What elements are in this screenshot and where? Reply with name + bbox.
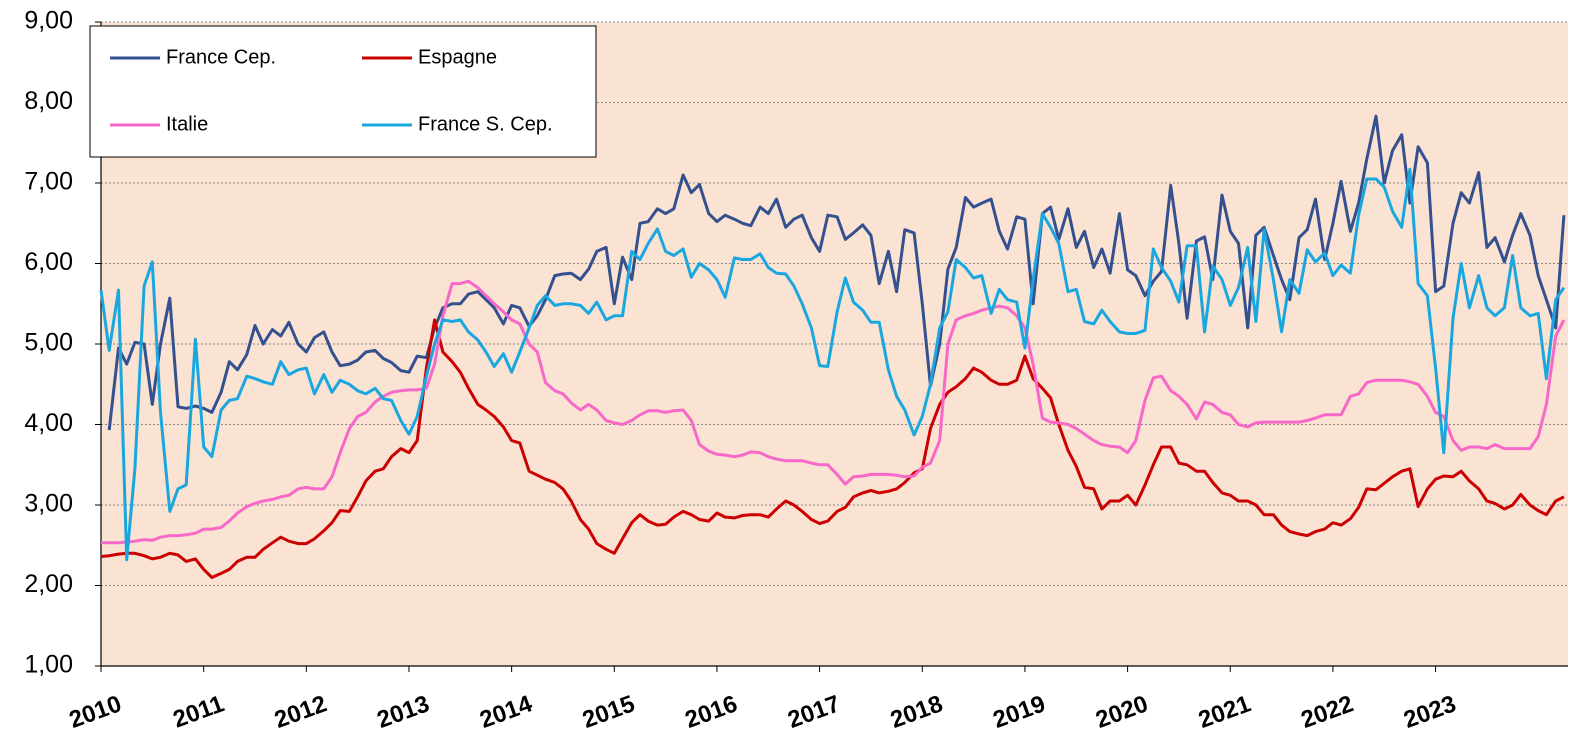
y-tick-label: 3,00 [24, 490, 73, 518]
x-tick-label: 2023 [1400, 690, 1459, 734]
x-tick-label: 2011 [170, 690, 228, 733]
x-tick-label: 2017 [784, 690, 843, 734]
x-tick-label: 2014 [476, 690, 536, 734]
legend-label: France Cep. [166, 46, 276, 68]
x-tick-label: 2010 [66, 690, 125, 734]
series-line [101, 279, 1566, 545]
y-tick-label: 1,00 [24, 651, 73, 679]
y-tick-label: 6,00 [24, 248, 73, 276]
x-tick-label: 2015 [579, 690, 638, 734]
x-tick-label: 2020 [1092, 690, 1151, 734]
x-tick-label: 2021 [1195, 690, 1254, 734]
legend-label: France S. Cep. [418, 113, 553, 135]
y-tick-label: 2,00 [24, 570, 73, 598]
legend: France Cep. Espagne Italie France S. Cep. [89, 25, 597, 158]
x-tick-label: 2013 [374, 690, 433, 734]
legend-label: Italie [166, 113, 208, 135]
series-line [99, 167, 1566, 562]
x-tick-label: 2022 [1298, 690, 1357, 734]
y-tick-label: 9,00 [24, 7, 73, 35]
series-line [100, 318, 1565, 579]
x-tick-label: 2018 [887, 690, 946, 734]
x-tick-label: 2019 [990, 690, 1049, 734]
x-tick-label: 2016 [682, 690, 741, 734]
series-line [107, 114, 1566, 431]
y-tick-label: 8,00 [24, 87, 73, 115]
legend-label: Espagne [418, 46, 497, 68]
y-tick-label: 5,00 [24, 329, 73, 357]
legend-box [89, 25, 597, 158]
y-tick-label: 4,00 [24, 409, 73, 437]
x-tick-label: 2012 [271, 690, 330, 734]
y-tick-label: 7,00 [24, 168, 73, 196]
